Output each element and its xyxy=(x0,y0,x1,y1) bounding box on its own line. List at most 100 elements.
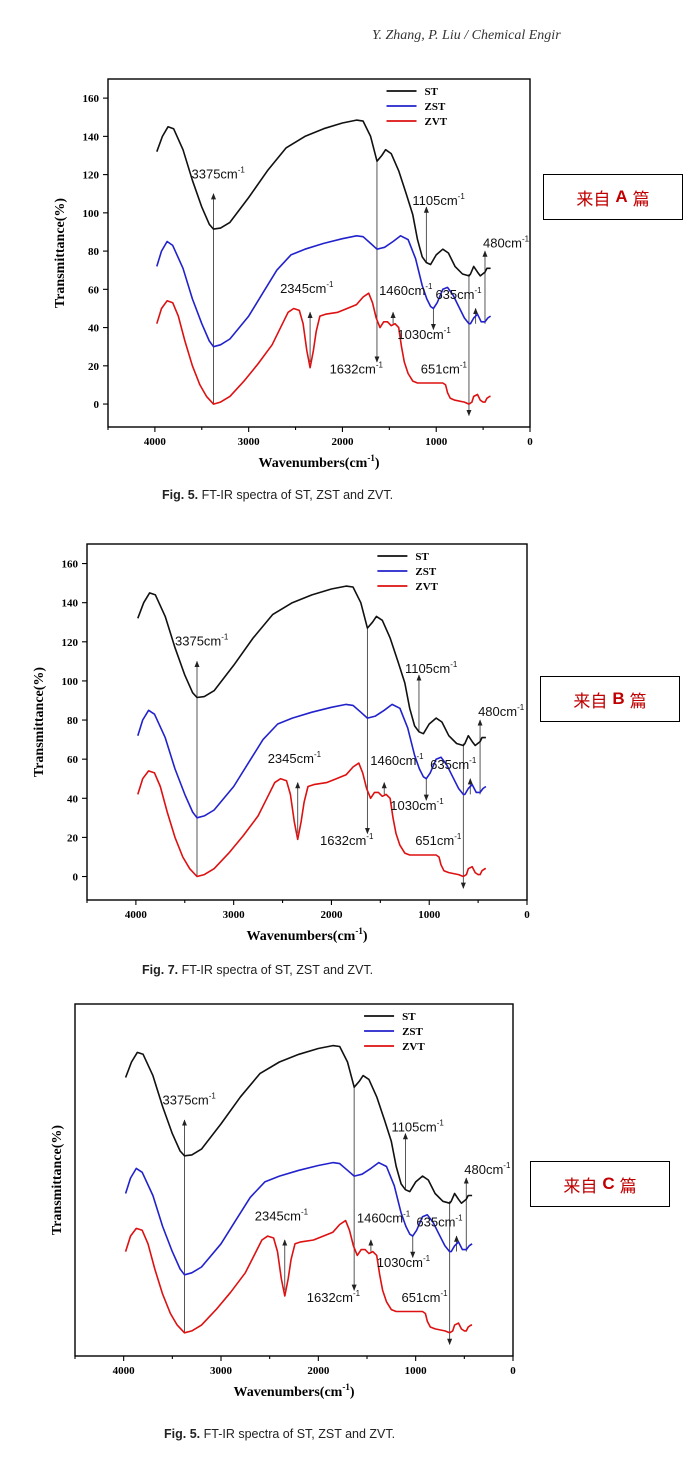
annotation-label: 1460cm-1 xyxy=(357,1210,411,1226)
y-tick-label: 140 xyxy=(83,131,100,143)
caption-fig-number: Fig. 5. xyxy=(162,488,199,502)
annotation-label: 480cm-1 xyxy=(478,703,525,719)
y-tick-label: 60 xyxy=(67,754,79,766)
note-letter: B xyxy=(612,689,625,708)
annotation-label: 2345cm-1 xyxy=(268,750,322,766)
y-tick-label: 120 xyxy=(83,170,100,182)
figure-caption-c: Fig. 5. FT-IR spectra of ST, ZST and ZVT… xyxy=(164,1427,395,1441)
x-tick-label: 1000 xyxy=(405,1365,428,1377)
figure-caption-a: Fig. 5. FT-IR spectra of ST, ZST and ZVT… xyxy=(162,488,393,502)
y-tick-label: 20 xyxy=(67,832,79,844)
y-axis-label: Transmittance(%) xyxy=(50,1125,65,1235)
y-tick-label: 80 xyxy=(67,715,79,727)
source-note-b: 来自 B 篇 xyxy=(540,676,680,722)
x-axis-label: Wavenumbers(cm-1) xyxy=(233,1382,354,1400)
legend-label: ZST xyxy=(402,1026,423,1038)
annotation-label: 2345cm-1 xyxy=(255,1208,309,1224)
series-line-zst xyxy=(156,235,492,348)
y-tick-label: 60 xyxy=(88,284,100,296)
note-prefix: 来自 xyxy=(573,691,608,712)
note-suffix: 篇 xyxy=(629,691,647,712)
y-tick-label: 120 xyxy=(62,637,79,649)
series-line-st xyxy=(156,119,491,277)
x-tick-label: 4000 xyxy=(113,1365,135,1377)
x-axis-label: Wavenumbers(cm-1) xyxy=(246,926,367,944)
series-line-st xyxy=(124,1044,473,1204)
annotation-label: 3375cm-1 xyxy=(192,165,246,181)
x-tick-label: 0 xyxy=(524,909,530,921)
annotation-label: 1105cm-1 xyxy=(405,660,458,676)
series-line-zst xyxy=(124,1161,473,1276)
legend-label: ST xyxy=(415,551,429,563)
annotation-label: 651cm-1 xyxy=(401,1289,448,1305)
plot-frame xyxy=(74,1003,514,1357)
annotation-label: 480cm-1 xyxy=(464,1161,511,1177)
y-tick-label: 40 xyxy=(88,323,100,335)
y-axis-label: Transmittance(%) xyxy=(32,667,47,777)
note-letter: A xyxy=(615,187,628,206)
legend-label: ZVT xyxy=(415,581,438,593)
annotation-label: 3375cm-1 xyxy=(175,633,229,649)
annotation-label: 651cm-1 xyxy=(421,360,468,376)
legend-label: ZST xyxy=(425,101,446,113)
x-tick-label: 4000 xyxy=(125,909,148,921)
series-line-zvt xyxy=(137,762,486,878)
annotation-label: 1030cm-1 xyxy=(397,326,451,342)
caption-text: FT-IR spectra of ST, ZST and ZVT. xyxy=(201,488,394,502)
legend-label: ZVT xyxy=(402,1041,425,1053)
caption-text: FT-IR spectra of ST, ZST and ZVT. xyxy=(203,1427,396,1441)
plot-frame xyxy=(86,543,528,901)
y-tick-label: 160 xyxy=(83,93,100,105)
caption-text: FT-IR spectra of ST, ZST and ZVT. xyxy=(181,963,374,977)
figure-caption-b: Fig. 7. FT-IR spectra of ST, ZST and ZVT… xyxy=(142,963,373,977)
y-tick-label: 140 xyxy=(62,598,79,610)
x-tick-label: 2000 xyxy=(331,436,354,448)
annotation-label: 635cm-1 xyxy=(435,286,482,302)
note-letter: C xyxy=(602,1174,615,1193)
x-tick-label: 0 xyxy=(527,436,533,448)
y-tick-label: 20 xyxy=(88,361,100,373)
source-note-a: 来自 A 篇 xyxy=(543,174,683,220)
series-line-st xyxy=(137,585,486,747)
x-tick-label: 2000 xyxy=(307,1365,330,1377)
annotation-label: 635cm-1 xyxy=(416,1213,463,1229)
ftir-chart-c: 4000 3000 2000 1000 0 Wavenumbers(cm-1) Transm… xyxy=(50,1003,516,1400)
annotation-label: 1632cm-1 xyxy=(307,1289,361,1305)
plot-frame xyxy=(107,78,531,428)
annotation-label: 1460cm-1 xyxy=(379,282,433,298)
annotation-label: 1105cm-1 xyxy=(412,192,465,208)
y-tick-label: 40 xyxy=(67,793,79,805)
legend-label: ZST xyxy=(415,566,436,578)
source-note-c: 来自 C 篇 xyxy=(530,1161,670,1207)
caption-fig-number: Fig. 7. xyxy=(142,963,179,977)
x-tick-label: 3000 xyxy=(210,1365,233,1377)
series-line-zvt xyxy=(124,1219,473,1334)
annotation-label: 635cm-1 xyxy=(430,756,477,772)
annotation-label: 1030cm-1 xyxy=(377,1254,431,1270)
x-tick-label: 2000 xyxy=(320,909,343,921)
x-tick-label: 1000 xyxy=(418,909,441,921)
x-tick-label: 4000 xyxy=(144,436,167,448)
annotation-label: 3375cm-1 xyxy=(163,1092,217,1108)
x-axis-label: Wavenumbers(cm-1) xyxy=(258,453,379,471)
annotation-label: 1030cm-1 xyxy=(390,797,444,813)
note-suffix: 篇 xyxy=(619,1176,637,1197)
y-tick-label: 100 xyxy=(62,676,79,688)
x-tick-label: 3000 xyxy=(223,909,246,921)
annotation-label: 1105cm-1 xyxy=(391,1119,444,1135)
x-tick-label: 0 xyxy=(510,1365,516,1377)
annotation-label: 2345cm-1 xyxy=(280,280,334,296)
caption-fig-number: Fig. 5. xyxy=(164,1427,201,1441)
note-prefix: 来自 xyxy=(576,189,611,210)
note-prefix: 来自 xyxy=(563,1176,598,1197)
annotation-label: 1460cm-1 xyxy=(370,752,424,768)
y-axis-label: Transmittance(%) xyxy=(53,198,68,308)
y-tick-label: 160 xyxy=(62,559,79,571)
x-tick-label: 1000 xyxy=(425,436,448,448)
annotation-label: 1632cm-1 xyxy=(330,360,384,376)
y-tick-label: 80 xyxy=(88,246,100,258)
journal-header: Y. Zhang, P. Liu / Chemical Engir xyxy=(372,28,561,43)
series-line-zvt xyxy=(156,292,491,405)
ftir-chart-b: 4000 3000 2000 1000 0 0 20 40 60 80 100 120 140 160 Wa… xyxy=(32,543,530,944)
legend-label: ST xyxy=(402,1011,416,1023)
